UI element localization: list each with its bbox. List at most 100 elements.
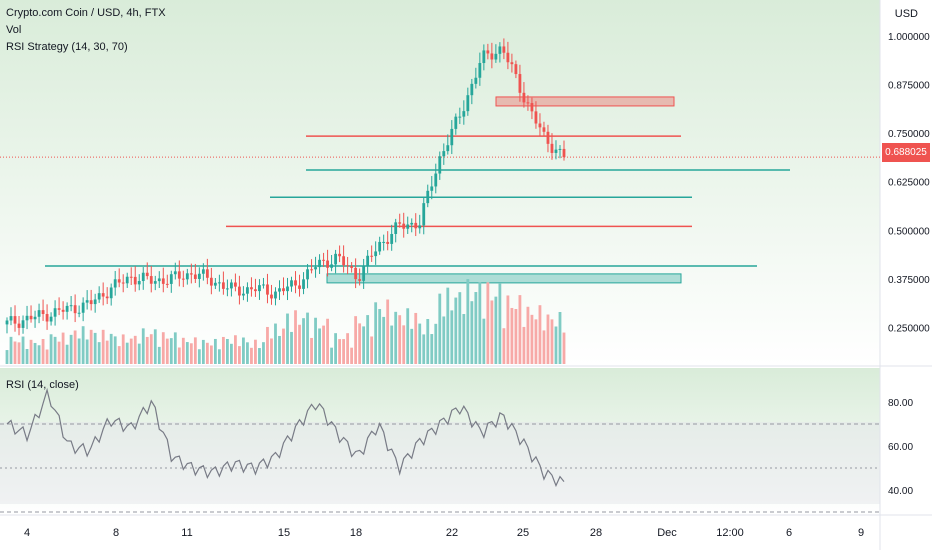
volume-bar [318, 328, 321, 364]
zone-box [495, 96, 675, 107]
volume-bar [490, 300, 494, 364]
volume-bar [33, 342, 37, 364]
price-tick-label: 0.750000 [888, 129, 930, 140]
time-axis[interactable]: 4 8 11 15 18 22 25 28 Dec 12:00 6 9 [24, 527, 864, 539]
candle-body [554, 149, 558, 153]
volume-bar [117, 346, 121, 364]
candle-body [49, 316, 53, 322]
volume-bar [562, 332, 566, 364]
volume-bars [5, 279, 566, 364]
candle-body [490, 53, 494, 60]
candle-body [342, 256, 346, 266]
volume-bar [37, 345, 41, 364]
candle-body [246, 287, 249, 294]
price-tick-label: 0.625000 [888, 178, 930, 189]
candle-body [446, 145, 450, 152]
volume-bar [462, 314, 466, 364]
candle-body [65, 305, 69, 312]
time-tick-label: 6 [786, 527, 792, 539]
volume-bar [534, 319, 538, 364]
volume-bar [402, 325, 406, 364]
volume-bar [157, 346, 161, 364]
volume-bar [550, 319, 554, 364]
candle-body [478, 63, 482, 78]
candle-body [550, 143, 554, 153]
volume-bar [258, 348, 261, 364]
candle-body [270, 294, 273, 299]
candle-body [266, 284, 269, 295]
candle-body [274, 291, 277, 299]
volume-bar [125, 342, 129, 364]
candle-body [494, 53, 498, 60]
volume-bar [201, 339, 205, 364]
volume-bar [169, 338, 173, 364]
candle-body [562, 148, 566, 158]
candle-body [81, 302, 85, 313]
candle-body [338, 253, 341, 257]
candle-body [169, 274, 173, 284]
volume-bar [145, 336, 149, 364]
candle-body [410, 222, 414, 225]
volume-bar [29, 339, 33, 364]
candle-body [514, 64, 518, 75]
candle-body [334, 253, 337, 265]
candle-body [89, 300, 93, 305]
candle-body [474, 77, 478, 84]
volume-bar [386, 299, 390, 364]
volume-bar [338, 339, 341, 364]
strategy-label: RSI Strategy (14, 30, 70) [6, 41, 128, 53]
candle-body [177, 271, 181, 279]
volume-bar [69, 334, 73, 364]
candle-body [149, 276, 153, 284]
volume-bar [17, 342, 21, 364]
candle-body [346, 265, 350, 267]
candle-body [534, 111, 538, 124]
volume-bar [213, 338, 217, 364]
volume-bar [77, 338, 81, 364]
price-axis[interactable]: 1.000000 0.875000 0.750000 0.625000 0.500000… [888, 32, 930, 335]
volume-bar [342, 339, 346, 364]
candle-body [358, 279, 362, 281]
candle-body [242, 293, 245, 296]
volume-bar [238, 346, 241, 364]
volume-bar [506, 295, 510, 364]
candle-body [189, 273, 193, 275]
candle-body [278, 288, 281, 292]
volume-bar [498, 283, 502, 364]
volume-bar [205, 342, 209, 364]
volume-bar [153, 329, 157, 364]
volume-bar [286, 313, 289, 364]
volume-bar [217, 349, 221, 364]
candle-body [502, 46, 506, 53]
volume-bar [330, 347, 333, 364]
candle-body [9, 316, 13, 321]
volume-bar [165, 338, 169, 364]
candle-body [73, 305, 77, 314]
candle-body [105, 296, 109, 299]
candle-body [197, 273, 201, 279]
volume-bar [302, 318, 305, 364]
volume-bar [189, 343, 193, 364]
candle-body [13, 316, 17, 324]
volume-bar [538, 305, 542, 364]
volume-bar [422, 334, 426, 364]
candle-body [506, 52, 510, 63]
volume-bar [414, 312, 418, 364]
time-tick-label: 25 [517, 527, 529, 539]
time-tick-label: 22 [446, 527, 458, 539]
rsi-axis[interactable]: 80.00 60.00 40.00 [888, 398, 913, 497]
volume-bar [133, 335, 137, 364]
candle-body [205, 269, 209, 278]
candle-body [326, 260, 329, 268]
volume-bar [177, 347, 181, 364]
candle-body [121, 282, 125, 284]
candle-body [125, 276, 129, 284]
volume-bar [121, 334, 125, 364]
candle-body [250, 287, 253, 290]
volume-bar [161, 332, 165, 364]
volume-bar [430, 334, 434, 364]
candle-body [61, 309, 65, 312]
volume-bar [474, 292, 478, 364]
time-tick-label: 11 [181, 527, 192, 539]
